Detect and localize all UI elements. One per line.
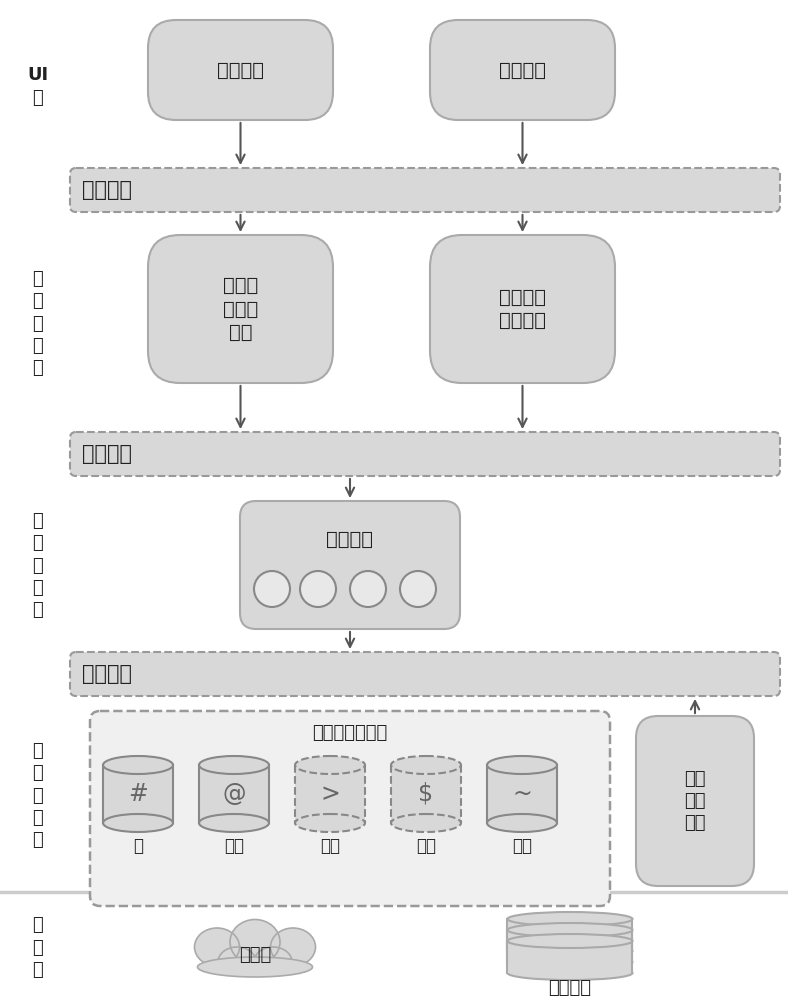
Circle shape	[400, 571, 436, 607]
FancyBboxPatch shape	[148, 20, 333, 120]
FancyBboxPatch shape	[70, 652, 780, 696]
Ellipse shape	[295, 814, 365, 832]
Ellipse shape	[507, 944, 633, 958]
Circle shape	[300, 571, 336, 607]
Circle shape	[350, 571, 386, 607]
FancyBboxPatch shape	[70, 432, 780, 476]
Text: 组
合
服
务
层: 组 合 服 务 层	[32, 512, 43, 619]
Text: 云服务: 云服务	[239, 946, 271, 964]
Ellipse shape	[507, 966, 633, 980]
Ellipse shape	[270, 928, 315, 966]
Text: 活动历程
服务模块: 活动历程 服务模块	[499, 288, 546, 330]
FancyBboxPatch shape	[70, 168, 780, 212]
Text: 标的: 标的	[416, 837, 436, 855]
Ellipse shape	[199, 814, 269, 832]
Text: 显示模块: 显示模块	[217, 60, 264, 80]
Text: >: >	[320, 782, 340, 806]
FancyBboxPatch shape	[430, 235, 615, 383]
Bar	[103, 765, 173, 823]
FancyBboxPatch shape	[240, 501, 460, 629]
Ellipse shape	[230, 920, 280, 964]
Text: 处理模块: 处理模块	[499, 60, 546, 80]
Bar	[175, 974, 335, 1000]
Bar	[487, 765, 557, 823]
Ellipse shape	[487, 756, 557, 774]
Text: 数据服务: 数据服务	[548, 979, 592, 997]
Text: 服务总线: 服务总线	[82, 444, 132, 464]
Ellipse shape	[507, 934, 633, 948]
Text: 基础元数据服务: 基础元数据服务	[312, 724, 388, 742]
Text: UI
层: UI 层	[28, 66, 49, 107]
Text: 规则
配置
服务: 规则 配置 服务	[684, 770, 706, 832]
FancyBboxPatch shape	[430, 20, 615, 120]
Text: @: @	[222, 782, 246, 806]
Ellipse shape	[218, 947, 256, 977]
Ellipse shape	[487, 814, 557, 832]
Bar	[507, 930, 633, 962]
Text: 活动: 活动	[512, 837, 532, 855]
Text: ~: ~	[512, 782, 532, 806]
Bar	[391, 765, 461, 823]
Ellipse shape	[507, 923, 633, 937]
Text: 服务总线: 服务总线	[82, 664, 132, 684]
FancyBboxPatch shape	[636, 716, 754, 886]
Ellipse shape	[254, 947, 292, 977]
Ellipse shape	[199, 756, 269, 774]
FancyBboxPatch shape	[90, 711, 610, 906]
Text: $: $	[418, 782, 433, 806]
Text: 工单: 工单	[320, 837, 340, 855]
Text: 资
源
层: 资 源 层	[32, 916, 43, 979]
Text: 域: 域	[133, 837, 143, 855]
Text: 服务总线: 服务总线	[82, 180, 132, 200]
Bar	[295, 765, 365, 823]
Ellipse shape	[507, 912, 633, 926]
Ellipse shape	[198, 957, 313, 977]
Text: #: #	[128, 782, 148, 806]
Text: 推送服务: 推送服务	[326, 530, 374, 548]
Ellipse shape	[391, 756, 461, 774]
Text: 主体: 主体	[224, 837, 244, 855]
Text: 业
务
服
务
层: 业 务 服 务 层	[32, 270, 43, 377]
Ellipse shape	[391, 814, 461, 832]
Bar	[507, 919, 633, 951]
Ellipse shape	[237, 953, 273, 981]
Text: 基
础
服
务
层: 基 础 服 务 层	[32, 742, 43, 849]
Ellipse shape	[195, 928, 240, 966]
Ellipse shape	[507, 955, 633, 969]
Ellipse shape	[103, 814, 173, 832]
Text: 规则执
行服务
模块: 规则执 行服务 模块	[223, 276, 258, 342]
Bar	[507, 941, 633, 973]
FancyBboxPatch shape	[148, 235, 333, 383]
Circle shape	[254, 571, 290, 607]
Bar	[199, 765, 269, 823]
Ellipse shape	[295, 756, 365, 774]
Ellipse shape	[103, 756, 173, 774]
